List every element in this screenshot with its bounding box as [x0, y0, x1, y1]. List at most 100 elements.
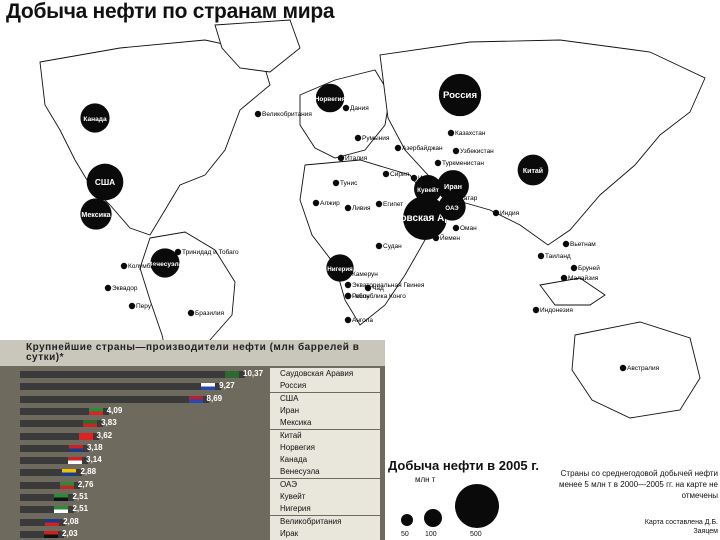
producer-circle [150, 248, 180, 278]
producer-label: Россия [443, 90, 477, 101]
place-label: Казахстан [455, 130, 486, 137]
place-label: Бразилия [195, 310, 224, 317]
small-producer-dot [492, 209, 500, 217]
inset-bar [20, 383, 222, 391]
inset-bar [20, 481, 80, 489]
inset-value-label: 2,88 [80, 467, 97, 477]
legend-unit: млн т [415, 475, 436, 484]
place-label: Италия [345, 155, 368, 162]
inset-bar [20, 494, 75, 501]
place-label: Камерун [352, 271, 378, 278]
producer-label: Мексика [81, 211, 110, 219]
map-credit: Карта составлена Д.Б. Заяцем [644, 519, 718, 535]
small-producer-dot [452, 147, 460, 155]
inset-row: 2,51 Кувейт [0, 491, 385, 504]
inset-value-label: 3,83 [101, 418, 117, 428]
inset-row: 10,37 Саудовская Аравия [0, 368, 385, 381]
place-label: Йемен [440, 233, 460, 242]
inset-value-label: 8,69 [206, 393, 223, 403]
small-producer-dot [375, 242, 383, 250]
inset-row: 9,27 Россия [0, 380, 385, 393]
place-label: Катар [460, 195, 478, 202]
small-producer-dot [344, 204, 352, 212]
flag-icon [188, 395, 203, 403]
inset-row: 3,18 Норвегия [0, 441, 385, 455]
inset-row: 2,08 Великобритания [0, 515, 385, 529]
producer-circle [517, 154, 549, 186]
inset-row: 2,03 Ирак [0, 527, 385, 540]
inset-country-label: Ирак [270, 527, 380, 540]
place-label: Сирия [390, 171, 410, 178]
inset-country-label: Канада [270, 454, 380, 467]
inset-row: 2,51 Нигерия [0, 503, 385, 516]
flag-icon [54, 494, 69, 501]
inset-header: Крупнейшие страны—производители нефти (м… [0, 340, 385, 366]
small-producer-dot [104, 284, 112, 292]
small-producer-dot [410, 174, 418, 182]
place-label: Оман [460, 225, 477, 232]
legend-circle-small [401, 514, 413, 526]
flag-icon [201, 383, 216, 391]
producer-circle [438, 73, 482, 117]
place-label: Египет [383, 201, 403, 208]
small-producer-dot [344, 316, 352, 324]
place-label: Великобритания [262, 110, 312, 118]
small-producer-dot [312, 199, 320, 207]
legend-circle-large [455, 484, 499, 528]
small-producer-dot [434, 159, 442, 167]
place-label: Тунис [340, 180, 358, 187]
flag-icon [54, 506, 69, 514]
inset-bar [20, 420, 104, 428]
place-label: Чад [372, 285, 384, 292]
inset-value-label: 3,14 [86, 455, 102, 465]
producer-circle [315, 83, 345, 113]
inset-row: 3,14 Канада [0, 454, 385, 467]
place-label: Габон [352, 292, 370, 300]
inset-bar [20, 444, 89, 452]
flag-icon [68, 444, 83, 452]
producer-label: Саудовская Аравия [376, 213, 474, 224]
place-label: Таиланд [545, 253, 571, 260]
inset-value-label: 2,03 [62, 528, 78, 538]
inset-bar [20, 407, 109, 415]
producers-inset-panel: Крупнейшие страны—производители нефти (м… [0, 340, 385, 540]
flag-icon [62, 469, 77, 477]
place-label: Индия [500, 210, 520, 217]
inset-country-label: Норвегия [270, 441, 380, 454]
place-label: Судан [383, 243, 402, 250]
inset-value-label: 2,51 [72, 504, 89, 514]
flag-icon [59, 481, 74, 489]
legend-size-label: 500 [470, 531, 482, 538]
legend-circles [401, 484, 499, 528]
inset-bar [20, 432, 99, 440]
inset-value-label: 3,62 [96, 430, 113, 440]
inset-bar [20, 395, 209, 403]
inset-country-label: Мексика [270, 417, 380, 430]
inset-row: 4,09 Иран [0, 404, 385, 418]
small-producer-dot [128, 302, 136, 310]
legend-size-label: 50 [401, 531, 409, 538]
inset-title: Крупнейшие страны—производители нефти (м… [26, 342, 360, 363]
producer-label: Венесуэла [148, 261, 183, 268]
producer-label: Нигерия [327, 266, 353, 273]
place-label: Экваториальная Гвинея [352, 282, 425, 289]
flag-icon [68, 457, 83, 465]
small-producer-dot [120, 262, 128, 270]
flag-icon [44, 530, 59, 538]
inset-country-label: Нигерия [270, 503, 380, 516]
inset-country-label: Венесуэла [270, 466, 380, 479]
place-label: Дания [350, 105, 369, 112]
producer-label: ОАЭ [445, 205, 459, 212]
place-label: Тринидад и Тобаго [182, 248, 239, 256]
inset-row: 2,88 Венесуэла [0, 466, 385, 479]
small-producer-dot [342, 104, 350, 112]
page-title: Добыча нефти по странам мира [6, 0, 335, 23]
small-producer-dot [174, 248, 182, 256]
small-producer-dot [562, 240, 570, 248]
producer-label: Канада [83, 116, 107, 123]
legend-circle-medium [424, 509, 442, 527]
inset-bar [20, 518, 66, 526]
producer-dots: Россия США Саудовская Аравия Китай Иран Мекси… [80, 73, 549, 282]
inset-country-label: ОАЭ [270, 478, 380, 491]
